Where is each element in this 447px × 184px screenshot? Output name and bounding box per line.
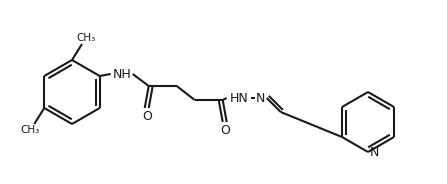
Text: O: O <box>220 125 230 137</box>
Text: O: O <box>142 111 152 123</box>
Text: CH₃: CH₃ <box>21 125 40 135</box>
Text: N: N <box>369 146 379 158</box>
Text: CH₃: CH₃ <box>76 33 96 43</box>
Text: N: N <box>256 91 266 105</box>
Text: HN: HN <box>229 91 248 105</box>
Text: NH: NH <box>112 68 131 81</box>
